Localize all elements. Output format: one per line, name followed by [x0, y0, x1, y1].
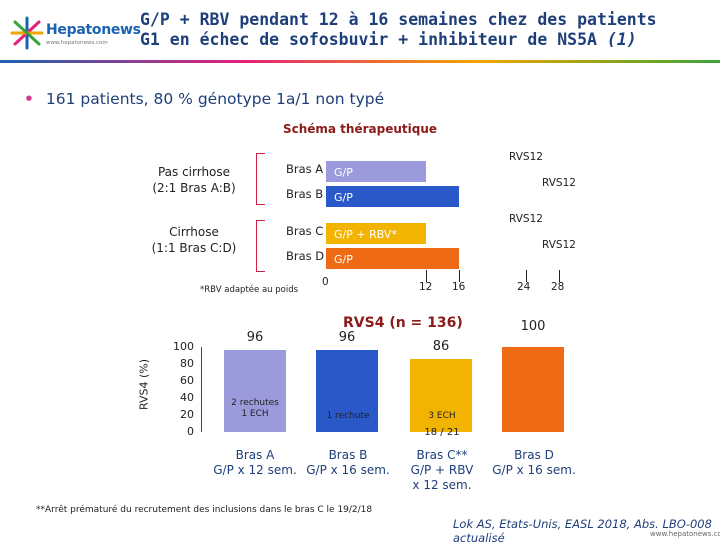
arm-a-bar: G/P: [326, 161, 426, 182]
chart-fraction-c: 18 / 21: [424, 427, 460, 438]
tick-label-28: 28: [551, 281, 565, 293]
arm-a-label: Bras A: [286, 162, 324, 176]
arm-a-rvs: RVS12: [509, 151, 543, 163]
tick-mark-12: [426, 270, 427, 282]
category-a-line2: G/P x 12 sem.: [213, 463, 297, 477]
group-cirrhosis-line1: Cirrhose: [169, 225, 219, 239]
chart-bar-bras-a: [224, 350, 286, 432]
group-no-cirrhosis: Pas cirrhose (2:1 Bras A:B): [148, 164, 240, 196]
group-no-cirrhosis-line2: (2:1 Bras A:B): [152, 181, 236, 195]
category-d-line2: G/P x 16 sem.: [492, 463, 576, 477]
header-divider: [0, 60, 720, 63]
chart-bar-bras-c: [410, 359, 472, 432]
y-tick-100: 100: [173, 340, 194, 353]
category-c-line2: G/P + RBV: [410, 463, 474, 477]
chart-note-c: 3 ECH: [428, 411, 456, 421]
chart-value-label-a: 96: [246, 330, 264, 345]
bullet-text: 161 patients, 80 % génotype 1a/1 non typ…: [45, 90, 385, 108]
group-cirrhosis-line2: (1:1 Bras C:D): [151, 241, 237, 255]
chart-bar-bras-d: [502, 347, 564, 432]
chart-note-b: 1 rechute: [326, 411, 370, 421]
category-label-a: Bras A G/P x 12 sem.: [205, 448, 305, 478]
chart-bar-bras-b: [316, 350, 378, 432]
category-b-line2: G/P x 16 sem.: [306, 463, 390, 477]
bracket-cirrhosis: [256, 220, 265, 272]
chart-y-axis-label: RVS4 (%): [134, 359, 154, 410]
chart-title: RVS4 (n = 136): [343, 315, 463, 331]
arm-c-treatment: G/P + RBV*: [334, 228, 397, 241]
y-tick-80: 80: [180, 357, 194, 370]
y-tick-20: 20: [180, 408, 194, 421]
title-ref: (1): [606, 30, 637, 49]
arm-c-rvs: RVS12: [509, 213, 543, 225]
arm-a-treatment: G/P: [334, 166, 353, 179]
arm-b-bar: G/P: [326, 186, 459, 207]
arm-d-label: Bras D: [286, 249, 325, 263]
chart-value-label-b: 96: [338, 330, 356, 345]
chart-note-a-line1: 2 rechutes: [231, 398, 279, 408]
chart-ylabel-text: RVS4 (%): [137, 358, 151, 411]
arm-b-label: Bras B: [286, 187, 324, 201]
category-label-d: Bras D G/P x 16 sem.: [484, 448, 584, 478]
logo-name: Hepatonews: [46, 22, 141, 38]
tick-label-24: 24: [517, 281, 531, 293]
bracket-no-cirrhosis: [256, 153, 265, 205]
bullet-point: • 161 patients, 80 % génotype 1a/1 non ty…: [24, 90, 384, 108]
title-line-1: G/P + RBV pendant 12 à 16 semaines chez …: [140, 10, 657, 29]
tick-label-16: 16: [452, 281, 466, 293]
category-b-line1: Bras B: [328, 448, 368, 462]
hepatonews-logo: Hepatonews www.hepatonews.com: [10, 6, 141, 54]
arm-c-bar: G/P + RBV*: [326, 223, 426, 244]
arm-d-bar: G/P: [326, 248, 459, 269]
y-tick-40: 40: [180, 391, 194, 404]
tick-label-0: 0: [322, 276, 329, 288]
group-cirrhosis: Cirrhose (1:1 Bras C:D): [148, 224, 240, 256]
tick-mark-24: [526, 270, 527, 282]
tick-label-12: 12: [419, 281, 433, 293]
tick-mark-16: [459, 270, 460, 282]
y-tick-60: 60: [180, 374, 194, 387]
chart-value-label-d: 100: [520, 319, 546, 334]
title-line-2: G1 en échec de sofosbuvir + inhibiteur d…: [140, 30, 710, 50]
arm-c-label: Bras C: [286, 224, 324, 238]
logo-url: www.hepatonews.com: [46, 40, 108, 46]
group-no-cirrhosis-line1: Pas cirrhose: [157, 165, 231, 179]
footer-url: www.hepatonews.com: [650, 530, 720, 538]
arm-d-rvs: RVS12: [542, 239, 576, 251]
arm-d-treatment: G/P: [334, 253, 353, 266]
arm-b-rvs: RVS12: [542, 177, 576, 189]
tick-mark-28: [559, 270, 560, 282]
category-label-b: Bras B G/P x 16 sem.: [298, 448, 398, 478]
logo-burst-icon: [10, 16, 44, 50]
category-c-line1: Bras C**: [416, 448, 468, 462]
page-title: G/P + RBV pendant 12 à 16 semaines chez …: [140, 10, 710, 50]
bullet-dot-icon: •: [24, 90, 34, 108]
chart-note-a: 2 rechutes 1 ECH: [226, 398, 284, 420]
title-line-2-main: G1 en échec de sofosbuvir + inhibiteur d…: [140, 30, 597, 49]
schema-title: Schéma thérapeutique: [282, 122, 438, 136]
chart-value-label-c: 86: [432, 339, 450, 354]
y-tick-0: 0: [187, 425, 194, 438]
arm-b-treatment: G/P: [334, 191, 353, 204]
chart-note-a-line2: 1 ECH: [241, 409, 269, 419]
category-a-line1: Bras A: [235, 448, 275, 462]
category-label-c: Bras C** G/P + RBV x 12 sem.: [392, 448, 492, 493]
category-c-line3: x 12 sem.: [412, 478, 472, 492]
rbv-note: *RBV adaptée au poids: [200, 285, 299, 295]
chart-y-axis-line: [201, 347, 202, 432]
category-d-line1: Bras D: [514, 448, 554, 462]
footnote: **Arrêt prématuré du recrutement des inc…: [36, 505, 373, 515]
